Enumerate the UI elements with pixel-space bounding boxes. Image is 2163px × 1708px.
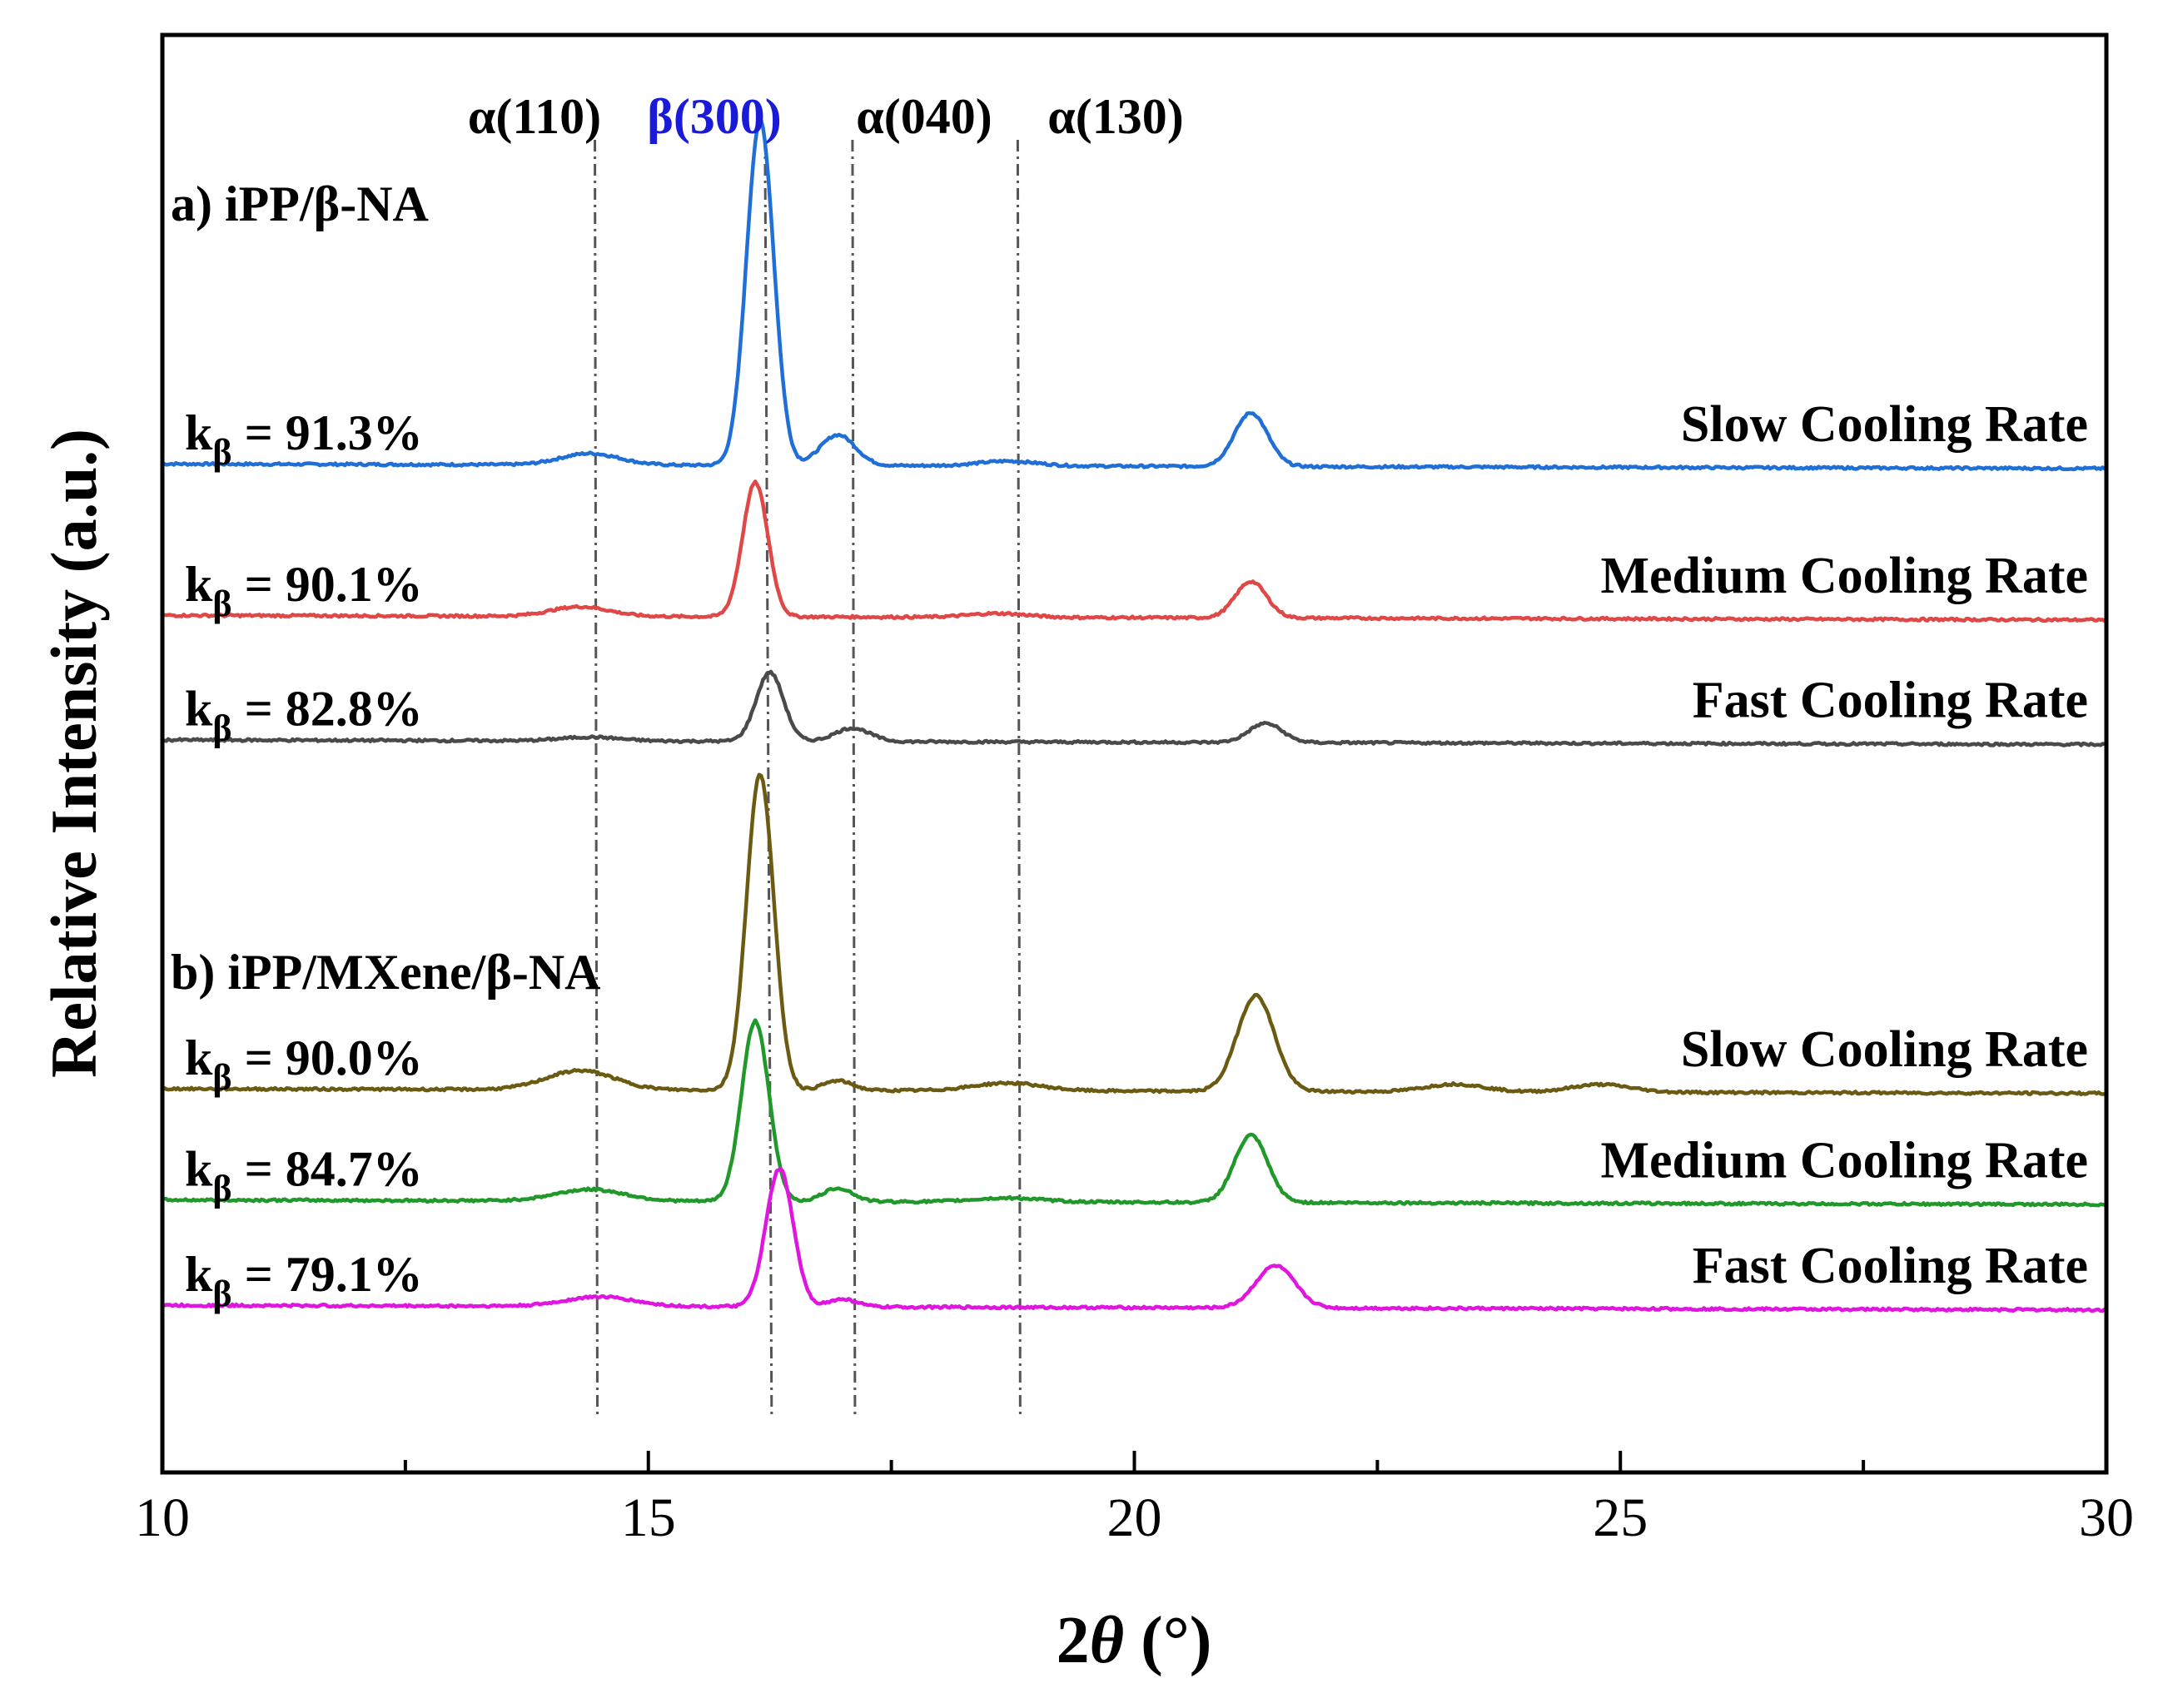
x-tick-label: 20 — [1107, 1487, 1162, 1548]
k-beta-label: kβ = 90.1% — [185, 557, 423, 624]
series-layer — [161, 118, 2108, 1313]
x-tick-label: 15 — [621, 1487, 676, 1548]
series-names: Slow Cooling Rate Medium Cooling Rate Fast… — [1600, 396, 2088, 1294]
k-beta-labels: kβ = 91.3% kβ = 90.1% kβ = 82.8% kβ = 90.0%… — [185, 405, 423, 1314]
reference-line — [594, 139, 599, 1418]
series-name: Fast Cooling Rate — [1693, 1238, 2088, 1294]
series-line — [162, 1018, 2107, 1208]
series-name: Medium Cooling Rate — [1600, 1132, 2088, 1189]
series-line — [162, 1167, 2107, 1313]
x-tick-label: 10 — [135, 1487, 190, 1548]
series-line — [162, 772, 2107, 1097]
k-beta-label: kβ = 91.3% — [185, 405, 423, 473]
reference-labels: α(110) β(300) α(040) α(130) — [468, 89, 1184, 144]
series-name: Medium Cooling Rate — [1600, 548, 2088, 604]
series-line — [162, 479, 2108, 623]
reference-lines — [594, 139, 1022, 1418]
y-axis-label: Relative Intensity (a.u.) — [37, 429, 110, 1078]
series-line — [162, 118, 2108, 472]
series-name: Slow Cooling Rate — [1681, 396, 2088, 453]
k-beta-label: kβ = 90.0% — [185, 1030, 423, 1098]
series-name: Fast Cooling Rate — [1693, 673, 2088, 729]
series-name: Slow Cooling Rate — [1681, 1021, 2088, 1078]
x-tick-label: 30 — [2079, 1487, 2134, 1548]
reference-line — [851, 139, 857, 1418]
k-beta-label: kβ = 82.8% — [185, 682, 423, 749]
group-label-a: a) iPP/β-NA — [171, 176, 429, 231]
x-tick-label: 25 — [1593, 1487, 1648, 1548]
x-axis-label: 2θ (°) — [1057, 1604, 1212, 1677]
k-beta-label: kβ = 79.1% — [185, 1247, 423, 1314]
x-axis-ticks: 10 15 20 25 30 — [135, 1451, 2134, 1548]
k-beta-label: kβ = 84.7% — [185, 1141, 423, 1209]
reference-label: β(300) — [647, 89, 782, 144]
reference-label: α(130) — [1047, 89, 1183, 144]
group-label-b: b) iPP/MXene/β-NA — [171, 945, 601, 1000]
reference-line — [1016, 139, 1022, 1418]
reference-label: α(110) — [468, 89, 601, 144]
series-line — [161, 669, 2107, 747]
reference-label: α(040) — [856, 89, 992, 144]
